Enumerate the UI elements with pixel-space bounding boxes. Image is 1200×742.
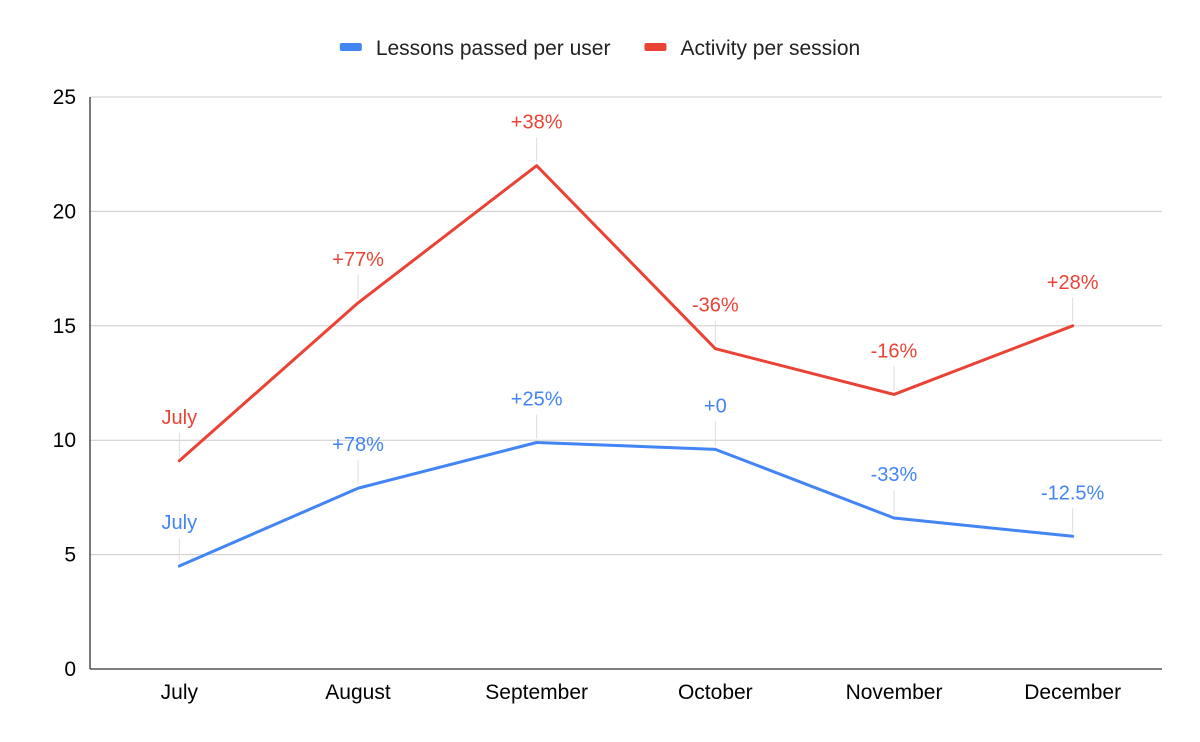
legend-item-1: Lessons passed per user <box>339 37 611 60</box>
y-tick-label: 20 <box>53 200 76 223</box>
series-lines <box>177 164 1075 568</box>
y-tick-label: 0 <box>64 658 76 681</box>
data-label: -16% <box>871 340 918 362</box>
legend-swatch <box>339 43 362 51</box>
series-line-2 <box>177 164 1075 463</box>
legend-swatch <box>644 43 667 51</box>
data-label: +78% <box>332 434 384 456</box>
gridlines <box>90 96 1162 556</box>
data-label: +0 <box>704 395 727 417</box>
data-label: -36% <box>692 295 739 317</box>
x-tick-label: December <box>1024 681 1121 704</box>
y-tick-label: 5 <box>64 544 76 567</box>
series-line-1 <box>177 440 1075 568</box>
y-axis: 0 5 10 15 20 25 <box>53 86 91 681</box>
x-tick-label: August <box>325 681 391 704</box>
x-tick-label: September <box>485 681 588 704</box>
y-tick-label: 10 <box>53 429 76 452</box>
data-label: +25% <box>511 388 563 410</box>
legend: Lessons passed per user Activity per sess… <box>339 37 860 60</box>
data-label: +38% <box>511 112 563 134</box>
data-label: July <box>162 407 198 429</box>
legend-label: Activity per session <box>680 37 860 60</box>
data-labels: July +78% +25% +0 -33% -12.5% July +77% +38% -36%… <box>162 112 1105 534</box>
y-tick-label: 25 <box>53 86 76 109</box>
x-axis: July August September October November Decemb… <box>90 668 1162 704</box>
data-label: July <box>162 512 198 534</box>
data-label: +77% <box>332 249 384 271</box>
x-tick-label: November <box>846 681 943 704</box>
legend-label: Lessons passed per user <box>376 37 611 60</box>
y-tick-label: 15 <box>53 315 76 338</box>
legend-item-2: Activity per session <box>644 37 860 60</box>
x-tick-label: July <box>161 681 199 704</box>
data-label: +28% <box>1047 272 1099 294</box>
data-label: -33% <box>871 464 918 486</box>
label-leaders <box>178 137 1074 563</box>
x-tick-label: October <box>678 681 753 704</box>
data-label: -12.5% <box>1041 482 1105 504</box>
